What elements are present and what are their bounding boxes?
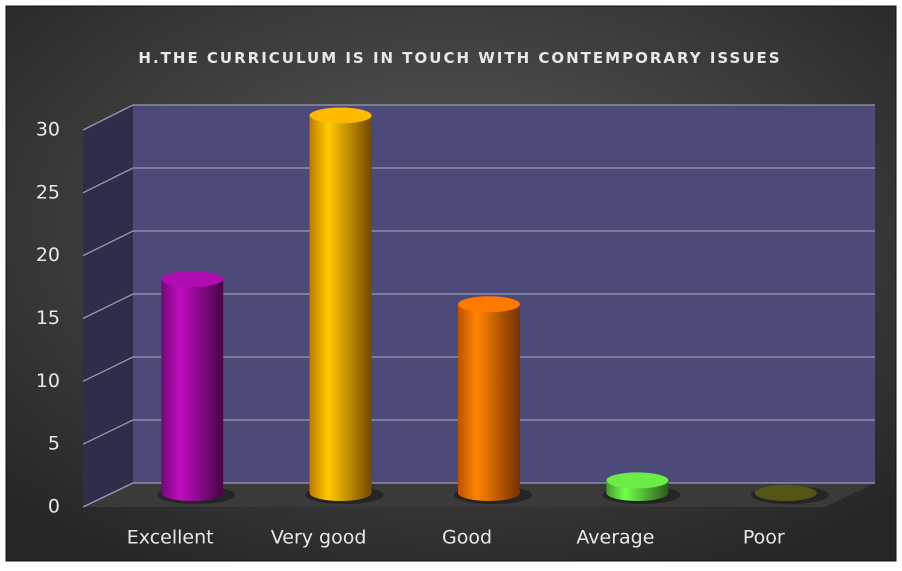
bar-top	[161, 271, 224, 288]
y-tick-label: 30	[36, 119, 60, 141]
y-tick-label: 25	[36, 181, 60, 203]
y-tick-label: 10	[36, 370, 60, 392]
chart-title: H.THE CURRICULUM IS IN TOUCH WITH CONTEM…	[138, 49, 781, 67]
bar-top	[458, 296, 520, 313]
grid-line	[82, 104, 875, 131]
x-tick-label: Poor	[743, 527, 785, 549]
bar	[458, 304, 520, 501]
grid-line	[82, 230, 875, 257]
y-tick-label: 15	[36, 307, 60, 329]
bar-top	[606, 472, 669, 489]
bar-top	[309, 107, 372, 124]
bar-top	[754, 485, 817, 501]
grid-line	[82, 419, 875, 445]
grid-line	[82, 356, 875, 382]
y-tick-label: 0	[48, 496, 60, 518]
grid-line	[82, 293, 875, 320]
grid-line	[82, 167, 875, 194]
x-tick-label: Good	[442, 527, 492, 549]
bar	[309, 115, 372, 501]
x-tick-label: Excellent	[127, 527, 214, 549]
y-tick-label: 5	[48, 433, 60, 455]
bar	[161, 279, 224, 501]
y-tick-label: 20	[36, 244, 60, 266]
x-tick-label: Average	[576, 527, 654, 549]
x-tick-label: Very good	[271, 527, 367, 549]
